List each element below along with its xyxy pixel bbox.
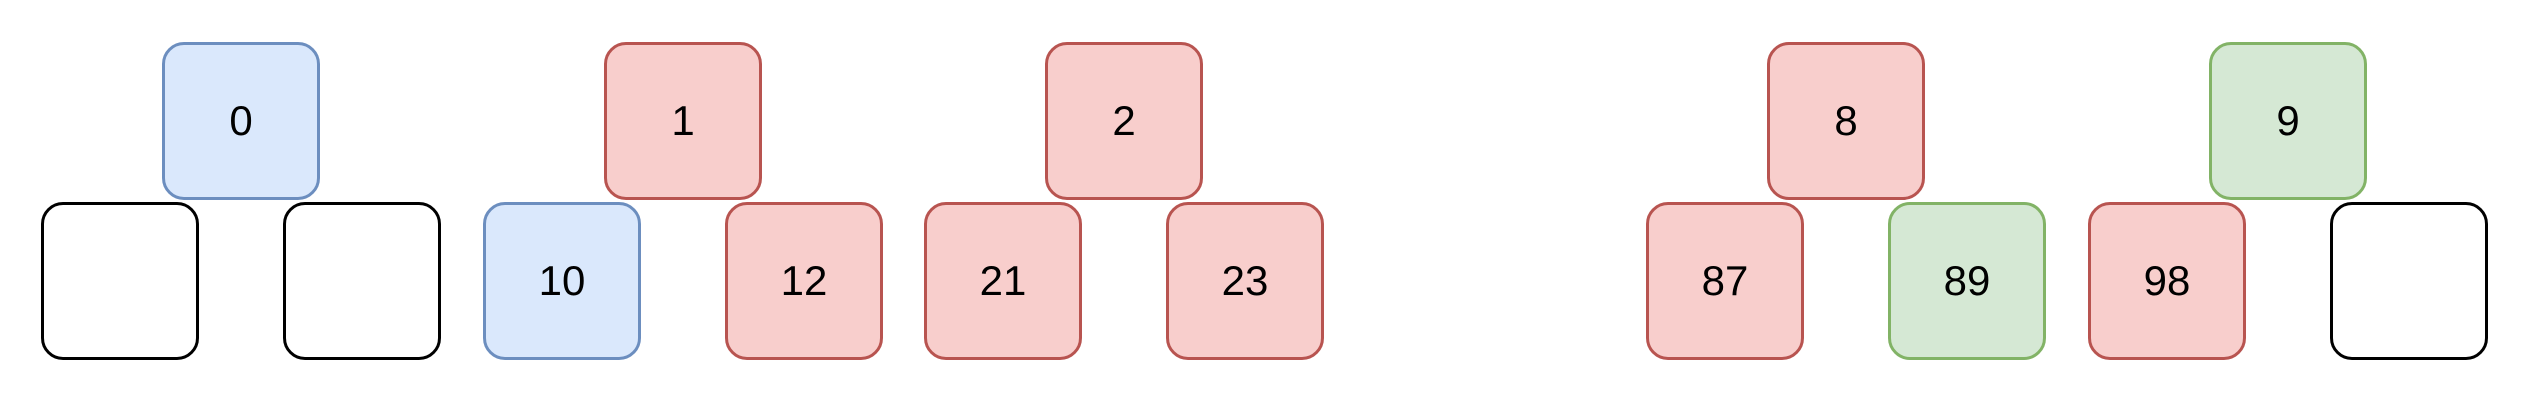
node-12: 12 (725, 202, 883, 360)
node-23: 23 (1166, 202, 1324, 360)
node-0-left-child (41, 202, 199, 360)
node-2: 2 (1045, 42, 1203, 200)
node-98: 98 (2088, 202, 2246, 360)
node-9: 9 (2209, 42, 2367, 200)
node-10: 10 (483, 202, 641, 360)
node-87: 87 (1646, 202, 1804, 360)
node-89: 89 (1888, 202, 2046, 360)
node-8: 8 (1767, 42, 1925, 200)
node-21: 21 (924, 202, 1082, 360)
node-9-right-child (2330, 202, 2488, 360)
node-0-right-child (283, 202, 441, 360)
node-0: 0 (162, 42, 320, 200)
node-1: 1 (604, 42, 762, 200)
